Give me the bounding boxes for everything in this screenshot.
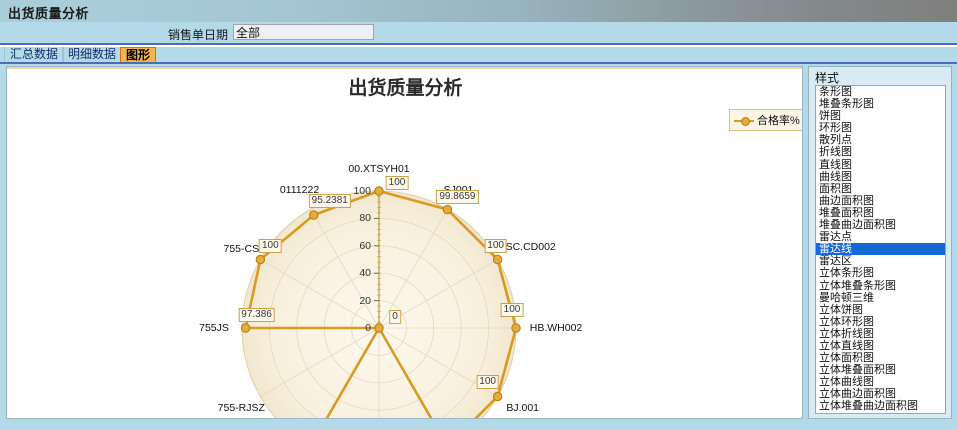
style-list-item[interactable]: 立体直线图 — [819, 339, 874, 352]
style-list-item[interactable]: 立体环形图 — [819, 315, 874, 328]
radar-category-label: 755-CS — [223, 242, 260, 255]
style-list-item[interactable]: 堆叠曲边面积图 — [819, 219, 896, 232]
style-list-item[interactable]: 堆叠条形图 — [819, 98, 874, 111]
style-list-item[interactable]: 散列点 — [819, 134, 852, 147]
chart-legend[interactable]: 合格率% — [729, 109, 802, 131]
tab-summary-data[interactable]: 汇总数据 — [4, 47, 65, 62]
radar-category-label: 0111222 — [279, 184, 320, 197]
radar-plot: 02040608010000.XTSYH01SJ001SC.CD002HB.WH… — [7, 67, 802, 418]
style-list-item[interactable]: 环形图 — [819, 122, 852, 135]
style-list-item[interactable]: 立体堆叠条形图 — [819, 279, 896, 292]
radar-category-label: BJ.001 — [506, 401, 540, 414]
radar-category-label: HB.WH002 — [529, 322, 583, 334]
radar-value-label: 100 — [476, 374, 499, 389]
tab-strip: 汇总数据 明细数据 图形 — [0, 47, 957, 64]
sales-date-label: 销售单日期 — [168, 28, 229, 42]
style-list-item[interactable]: 条形图 — [819, 86, 852, 98]
radar-value-label: 97.386 — [238, 308, 275, 322]
style-list-item[interactable]: 曼哈顿三维 — [819, 291, 874, 304]
radar-value-label: 100 — [500, 303, 524, 317]
content-area: 出货质量分析 合格率% 02040608010000.XTSYH01SJ001S… — [0, 64, 957, 430]
style-list-item[interactable]: 折线图 — [819, 146, 852, 159]
style-list[interactable]: 条形图 堆叠条形图 饼图 环形图 散列点 折线图 直线图 曲线图 面积图 曲边面积图 堆叠面积图 堆叠… — [815, 85, 946, 414]
filter-bar: 销售单日期 — [0, 22, 957, 45]
radar-value-label: 0 — [389, 310, 401, 324]
radar-value-label: 95.2381 — [308, 194, 351, 208]
legend-marker-icon — [734, 117, 754, 127]
style-list-item[interactable]: 雷达区 — [819, 255, 852, 268]
page-title: 出货质量分析 — [8, 6, 90, 21]
style-list-item[interactable]: 立体曲线图 — [819, 376, 874, 389]
radial-axis-tick: 20 — [359, 294, 371, 307]
style-list-item[interactable]: 曲线图 — [819, 170, 852, 183]
style-list-item[interactable]: 直线图 — [819, 158, 852, 171]
radar-category-label: 00.XTSYH01 — [348, 163, 410, 175]
radar-category-label: 755JS — [199, 322, 229, 334]
radial-axis-tick: 0 — [365, 322, 371, 334]
radial-axis-tick: 40 — [359, 267, 371, 280]
style-list-item[interactable]: 雷达点 — [819, 231, 852, 244]
chart-title: 出货质量分析 — [348, 77, 463, 99]
style-group-box: 样式 条形图 堆叠条形图 饼图 环形图 散列点 折线图 直线图 曲线图 面积图 曲边面积图 堆叠面积… — [808, 66, 952, 419]
radial-axis-tick: 80 — [359, 212, 371, 225]
style-list-item[interactable]: 立体面积图 — [819, 352, 874, 365]
tab-graphics[interactable]: 图形 — [120, 47, 157, 62]
radar-value-label: 99.8659 — [436, 189, 479, 204]
style-list-item[interactable]: 雷达线 — [816, 243, 945, 256]
radar-value-label: 100 — [484, 238, 507, 253]
style-list-item[interactable]: 饼图 — [819, 110, 841, 123]
radial-axis-tick: 100 — [353, 185, 371, 197]
legend-label: 合格率% — [757, 115, 800, 127]
chart-panel: 出货质量分析 合格率% 02040608010000.XTSYH01SJ001S… — [6, 66, 803, 419]
tab-detail-data[interactable]: 明细数据 — [62, 47, 123, 62]
style-list-item[interactable]: 立体堆叠曲边面积图 — [819, 400, 918, 413]
style-list-item[interactable]: 曲边面积图 — [819, 194, 874, 207]
radar-category-label: SC.CD002 — [505, 240, 556, 253]
style-list-item[interactable]: 面积图 — [819, 182, 852, 195]
radar-svg — [240, 186, 521, 418]
radar-category-label: 755-RJSZ — [217, 401, 265, 414]
style-list-item[interactable]: 立体条形图 — [819, 267, 874, 280]
style-list-item[interactable]: 立体折线图 — [819, 327, 874, 340]
style-list-item[interactable]: 立体堆叠面积图 — [819, 364, 896, 377]
title-bar: 出货质量分析 — [0, 0, 957, 22]
radar-value-label: 100 — [259, 238, 282, 253]
style-list-item[interactable]: 立体曲边面积图 — [819, 388, 896, 401]
style-list-item[interactable]: 立体饼图 — [819, 303, 863, 316]
sales-date-input[interactable] — [233, 24, 374, 40]
radial-axis-tick: 60 — [359, 239, 371, 252]
style-group-title: 样式 — [815, 71, 840, 85]
style-list-item[interactable]: 堆叠面积图 — [819, 206, 874, 219]
radar-value-label: 100 — [385, 176, 409, 190]
chart-top-accent — [7, 67, 802, 69]
